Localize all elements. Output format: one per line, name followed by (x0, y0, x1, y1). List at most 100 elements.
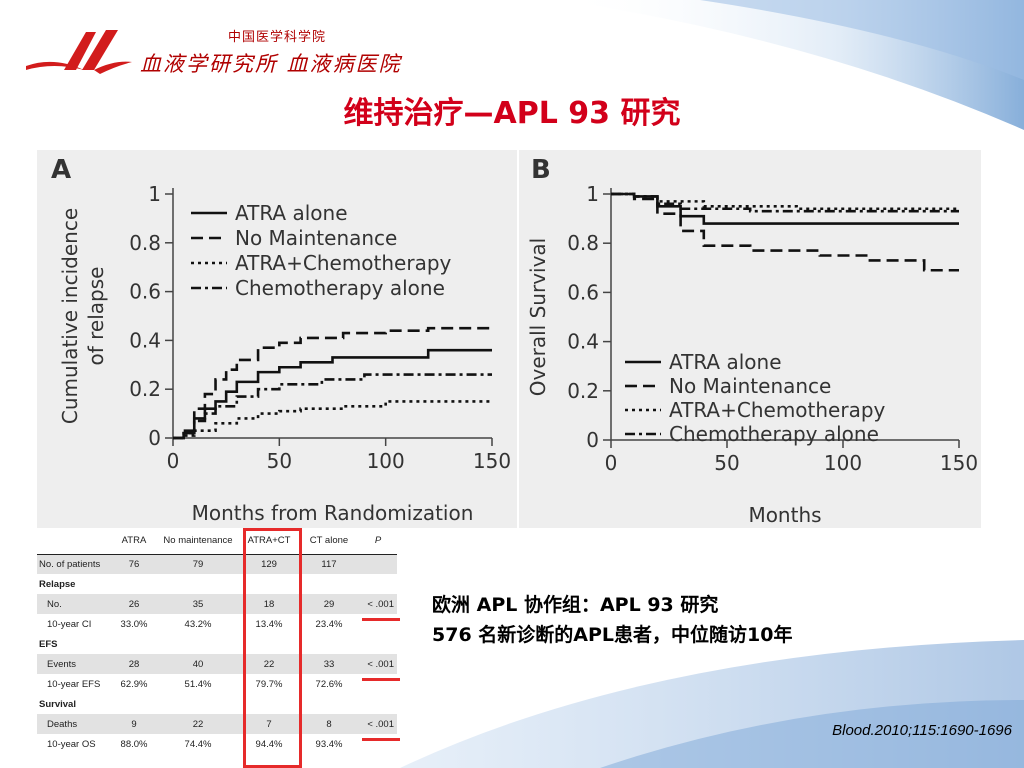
legend-entry: Chemotherapy alone (235, 276, 445, 300)
table-row: Relapse (37, 574, 397, 594)
x-tick-label: 150 (473, 449, 511, 473)
table-section-label: Survival (39, 698, 76, 710)
citation: Blood.2010;115:1690-1696 (832, 722, 1012, 739)
y-tick-label: 0 (148, 426, 161, 450)
table-cell: 94.4% (255, 738, 283, 750)
table-cell: 129 (239, 554, 299, 574)
table-row: 10-year OS 88.0% 74.4% 94.4% 93.4% (37, 734, 397, 754)
table-header-cell: P (359, 528, 397, 555)
institute-name-line1: 中国医学科学院 (228, 30, 327, 45)
legend-entry: No Maintenance (235, 226, 397, 250)
x-axis-label: Months from Randomization (192, 501, 474, 525)
institute-logo (26, 30, 132, 74)
y-tick-label: 1 (148, 182, 161, 206)
legend-entry: ATRA alone (235, 201, 348, 225)
table-row-label: 10-year OS (47, 738, 96, 750)
table-cell: 7 (239, 714, 299, 734)
y-axis-label: Overall Survival (526, 238, 550, 396)
relapse-chart: A 0 0.2 0.4 0.6 0.8 1 0 50 100 150 Months from Rand… (51, 155, 511, 525)
table-cell: 26 (111, 594, 157, 614)
table-p-value (359, 554, 397, 574)
results-table-container: ATRA No maintenance ATRA+CT CT alone P No. o… (37, 528, 397, 768)
table-cell: 35 (157, 594, 239, 614)
table-header-cell: ATRA (111, 528, 157, 555)
table-row: EFS (37, 634, 397, 654)
y-tick-label: 0.8 (129, 231, 161, 255)
table-row: Events 28 40 22 33 < .001 (37, 654, 397, 674)
table-cell: 22 (239, 654, 299, 674)
series-line (173, 373, 492, 440)
y-tick-label: 0.6 (129, 280, 161, 304)
y-tick-label: 0.2 (567, 379, 599, 403)
chart-panel-b: B 0 0.2 0.4 0.6 0.8 1 0 50 100 150 Months Overall Su… (519, 150, 981, 528)
x-tick-label: 100 (367, 449, 405, 473)
x-tick-label: 150 (940, 451, 978, 475)
table-row: No. 26 35 18 29 < .001 (37, 594, 397, 614)
table-row-label: No. of patients (37, 554, 111, 574)
table-row: No. of patients 76 79 129 117 (37, 554, 397, 574)
series-line (173, 348, 492, 440)
x-tick-label: 0 (605, 451, 618, 475)
table-row-label: No. (37, 594, 111, 614)
study-line2: 576 名新诊断的APL患者，中位随访10年 (432, 624, 793, 646)
legend-entry: ATRA+Chemotherapy (235, 251, 452, 275)
table-row: 10-year CI 33.0% 43.2% 13.4% 23.4% (37, 614, 397, 634)
p-value-underline (362, 738, 400, 741)
series-line (173, 400, 492, 440)
legend-entry: ATRA alone (669, 350, 782, 374)
slide-title: 维持治疗—APL 93 研究 (343, 96, 681, 131)
table-cell: 40 (157, 654, 239, 674)
table-row: Deaths 9 22 7 8 < .001 (37, 714, 397, 734)
x-axis-label: Months (748, 503, 821, 527)
y-tick-label: 0.8 (567, 231, 599, 255)
table-row-label: Events (37, 654, 111, 674)
table-cell: 79 (157, 554, 239, 574)
table-row-label: 10-year EFS (47, 678, 101, 690)
table-cell: 33 (299, 654, 359, 674)
table-p-value (359, 674, 397, 694)
x-tick-label: 50 (714, 451, 739, 475)
y-tick-label: 0.4 (567, 330, 599, 354)
y-axis-label: Cumulative incidence of relapse (58, 208, 108, 424)
table-p-value: < .001 (359, 594, 397, 614)
study-line1: 欧洲 APL 协作组：APL 93 研究 (432, 594, 719, 616)
table-row-label: Deaths (37, 714, 111, 734)
table-cell: 8 (299, 714, 359, 734)
table-cell: 33.0% (120, 618, 148, 630)
table-row: Survival (37, 694, 397, 714)
table-header-cell: No maintenance (157, 528, 239, 555)
x-tick-label: 0 (167, 449, 180, 473)
y-tick-label: 0.6 (567, 280, 599, 304)
table-row: 10-year EFS 62.9% 51.4% 79.7% 72.6% (37, 674, 397, 694)
survival-chart: B 0 0.2 0.4 0.6 0.8 1 0 50 100 150 Months Overall Su… (526, 155, 978, 527)
table-p-value (359, 734, 397, 754)
table-cell: 62.9% (120, 678, 148, 690)
legend-entry: Chemotherapy alone (669, 422, 879, 446)
table-p-value (359, 614, 397, 634)
chart-panel-a: A 0 0.2 0.4 0.6 0.8 1 0 50 100 150 Months from Rand… (37, 150, 517, 528)
y-tick-label: 0.4 (129, 328, 161, 352)
table-header-cell: CT alone (299, 528, 359, 555)
institute-name-line2: 血液学研究所 血液病医院 (140, 52, 402, 76)
panel-label: A (51, 155, 71, 185)
results-table: ATRA No maintenance ATRA+CT CT alone P No. o… (37, 528, 397, 754)
table-cell: 93.4% (315, 738, 343, 750)
panel-label: B (531, 155, 551, 185)
table-cell: 13.4% (255, 618, 283, 630)
table-cell: 9 (111, 714, 157, 734)
table-cell: 74.4% (184, 738, 212, 750)
table-cell: 43.2% (184, 618, 212, 630)
table-p-value: < .001 (359, 714, 397, 734)
table-cell: 76 (111, 554, 157, 574)
table-cell: 23.4% (315, 618, 343, 630)
table-cell: 51.4% (184, 678, 212, 690)
p-value-underline (362, 678, 400, 681)
table-section-label: EFS (39, 638, 58, 650)
table-section-label: Relapse (39, 578, 76, 590)
x-tick-label: 100 (824, 451, 862, 475)
p-value-underline (362, 618, 400, 621)
table-cell: 117 (299, 554, 359, 574)
table-cell: 22 (157, 714, 239, 734)
study-description: 欧洲 APL 协作组：APL 93 研究 576 名新诊断的APL患者，中位随访… (432, 590, 792, 650)
table-row-label: 10-year CI (47, 618, 92, 630)
